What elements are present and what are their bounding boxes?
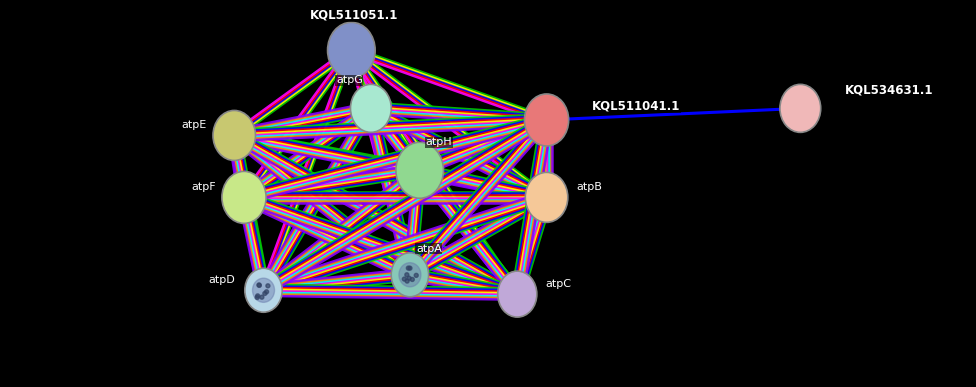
Ellipse shape xyxy=(245,268,282,312)
Circle shape xyxy=(256,294,260,298)
Circle shape xyxy=(410,277,414,281)
Text: atpF: atpF xyxy=(191,182,216,192)
Ellipse shape xyxy=(253,278,274,302)
Circle shape xyxy=(265,284,270,288)
Ellipse shape xyxy=(399,263,421,287)
Circle shape xyxy=(408,266,412,270)
Circle shape xyxy=(258,283,262,288)
Circle shape xyxy=(405,279,409,283)
Text: atpA: atpA xyxy=(416,244,442,254)
Ellipse shape xyxy=(328,22,375,78)
Ellipse shape xyxy=(350,84,391,132)
Ellipse shape xyxy=(780,84,821,132)
Circle shape xyxy=(414,273,419,277)
Text: KQL534631.1: KQL534631.1 xyxy=(845,84,934,97)
Ellipse shape xyxy=(213,110,256,161)
Circle shape xyxy=(255,296,260,300)
Circle shape xyxy=(264,290,268,294)
Ellipse shape xyxy=(498,271,537,317)
Ellipse shape xyxy=(524,94,569,146)
Text: atpB: atpB xyxy=(577,182,602,192)
Circle shape xyxy=(402,277,406,281)
Circle shape xyxy=(263,291,266,295)
Text: atpD: atpD xyxy=(209,275,235,285)
Ellipse shape xyxy=(391,253,428,297)
Ellipse shape xyxy=(396,142,443,198)
Text: atpH: atpH xyxy=(426,137,452,147)
Ellipse shape xyxy=(525,172,568,223)
Text: atpE: atpE xyxy=(181,120,206,130)
Text: KQL511041.1: KQL511041.1 xyxy=(591,99,680,113)
Text: KQL511051.1: KQL511051.1 xyxy=(310,9,398,22)
Circle shape xyxy=(407,276,411,280)
Text: atpC: atpC xyxy=(546,279,571,289)
Circle shape xyxy=(405,273,409,277)
Ellipse shape xyxy=(222,171,266,223)
Text: atpG: atpG xyxy=(336,75,363,86)
Circle shape xyxy=(406,266,410,270)
Circle shape xyxy=(260,295,264,299)
Circle shape xyxy=(257,283,261,287)
